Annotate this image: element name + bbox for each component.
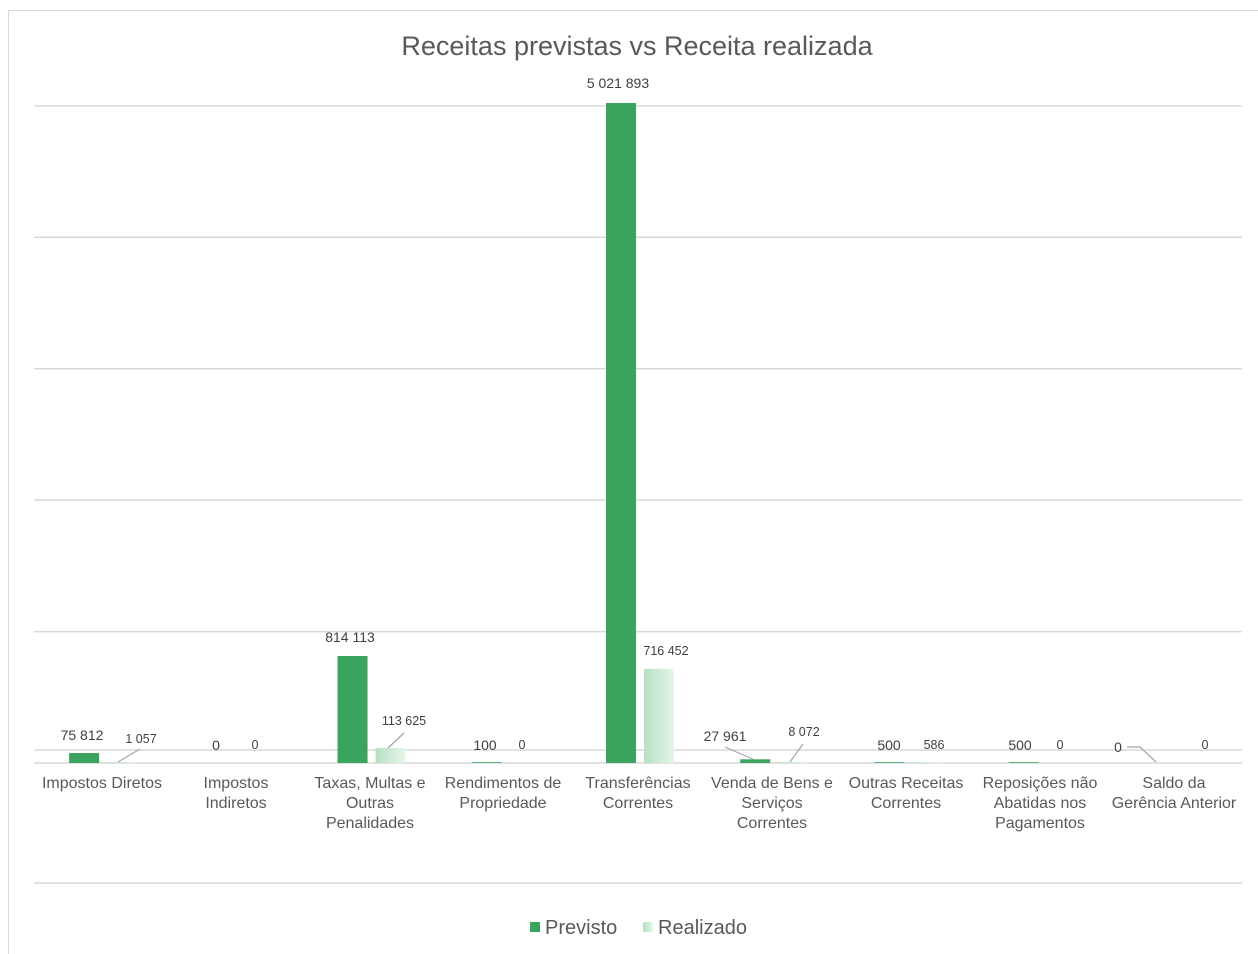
data-label-previsto-3: 100 xyxy=(473,737,497,753)
category-label-0: Impostos Diretos xyxy=(42,775,162,792)
data-label-previsto-8: 0 xyxy=(1114,739,1122,755)
bar-previsto-6 xyxy=(874,762,905,763)
category-label-2: Taxas, Multas e Outras Penalidades xyxy=(314,775,425,832)
data-label-realizado-7: 0 xyxy=(1057,738,1064,752)
bars xyxy=(69,103,1039,763)
legend-label-previsto: Previsto xyxy=(545,917,617,939)
data-label-previsto-4: 5 021 893 xyxy=(587,75,649,91)
bar-realizado-2 xyxy=(375,748,406,763)
gridlines xyxy=(34,105,1242,884)
data-label-previsto-7: 500 xyxy=(1008,737,1032,753)
category-label-1: Impostos Indiretos xyxy=(204,775,269,812)
bar-previsto-2 xyxy=(337,656,368,763)
category-label-7: Reposições não Abatidas nos Pagamentos xyxy=(983,775,1098,832)
category-label-5: Venda de Bens e Serviços Correntes xyxy=(711,775,833,832)
data-label-realizado-3: 0 xyxy=(519,738,526,752)
category-label-6: Outras Receitas Correntes xyxy=(849,775,964,812)
data-label-previsto-6: 500 xyxy=(877,737,901,753)
legend-label-realizado: Realizado xyxy=(658,917,747,939)
data-label-previsto-2: 814 113 xyxy=(325,629,375,645)
category-label-4: Transferências Correntes xyxy=(585,775,690,812)
bar-previsto-7 xyxy=(1008,762,1039,763)
leader-lines xyxy=(117,732,1157,763)
leader-line xyxy=(1127,746,1157,763)
leader-line xyxy=(724,746,756,761)
data-label-previsto-0: 75 812 xyxy=(61,727,104,743)
bar-realizado-0 xyxy=(107,762,138,763)
data-label-previsto-1: 0 xyxy=(212,737,220,753)
data-labels: 75 812 0 814 113 100 5 021 893 27 961 500 500 0 1… xyxy=(61,75,1209,755)
data-label-realizado-6: 586 xyxy=(924,738,945,752)
data-label-realizado-0: 1 057 xyxy=(125,732,156,746)
data-label-realizado-2: 113 625 xyxy=(382,714,426,728)
bar-realizado-4 xyxy=(644,668,674,763)
leader-line xyxy=(387,732,405,749)
leader-line xyxy=(789,743,804,763)
category-label-8: Saldo da Gerência Anterior xyxy=(1112,775,1237,812)
legend: Previsto Realizado xyxy=(530,917,747,939)
data-label-realizado-8: 0 xyxy=(1202,738,1209,752)
legend-swatch-previsto xyxy=(530,922,540,932)
chart-frame xyxy=(8,10,1258,954)
data-label-previsto-5: 27 961 xyxy=(704,728,747,744)
bar-previsto-5 xyxy=(740,759,771,763)
bar-realizado-6 xyxy=(912,762,943,763)
bar-previsto-3 xyxy=(471,762,502,763)
bar-realizado-5 xyxy=(778,761,809,763)
legend-swatch-realizado xyxy=(643,922,653,932)
category-labels: Impostos Diretos Impostos Indiretos Taxas, … xyxy=(42,775,1237,832)
leader-line xyxy=(117,748,141,763)
category-label-3: Rendimentos de Propriedade xyxy=(445,775,562,812)
data-label-realizado-5: 8 072 xyxy=(788,725,819,739)
data-label-realizado-1: 0 xyxy=(252,738,259,752)
bar-previsto-0 xyxy=(69,753,100,763)
data-label-realizado-4: 716 452 xyxy=(643,644,688,658)
chart-title: Receitas previstas vs Receita realizada xyxy=(401,31,873,61)
bar-previsto-4 xyxy=(606,103,636,763)
